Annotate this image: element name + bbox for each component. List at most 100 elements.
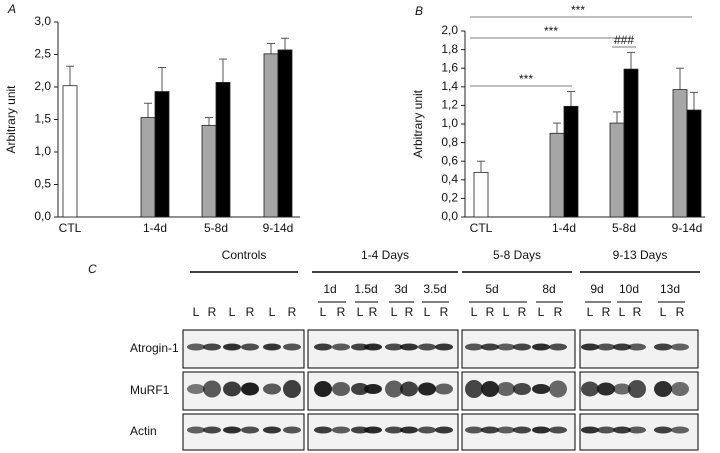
band	[671, 343, 689, 351]
band	[364, 384, 382, 394]
band	[597, 382, 615, 396]
band	[532, 343, 550, 351]
y-tick-label: 1,5	[34, 112, 51, 126]
y-tick-label: 0,0	[441, 209, 458, 223]
lane-label: R	[602, 305, 611, 319]
band	[481, 343, 499, 351]
band	[581, 381, 599, 397]
band	[283, 426, 301, 434]
y-tick-label: 2,5	[34, 47, 51, 61]
band	[549, 343, 567, 351]
band	[314, 381, 332, 397]
band	[628, 343, 646, 351]
lane-label: R	[288, 305, 297, 319]
band	[332, 382, 350, 396]
band	[532, 384, 550, 394]
band	[418, 382, 436, 396]
band	[223, 426, 241, 434]
lane-label: R	[554, 305, 563, 319]
x-tick-label: 9-14d	[672, 221, 703, 235]
y-tick-label: 0,4	[441, 172, 458, 186]
x-tick-label: 5-8d	[204, 221, 228, 235]
bar	[263, 53, 279, 218]
row-label: Actin	[130, 424, 157, 438]
band	[223, 343, 241, 351]
band	[435, 383, 453, 395]
band	[435, 343, 453, 351]
x-tick-label: CTL	[470, 221, 493, 235]
band	[581, 426, 599, 434]
band	[400, 343, 418, 351]
band	[613, 426, 631, 434]
band	[549, 426, 567, 434]
day-label: 1.5d	[354, 282, 377, 296]
band	[613, 383, 631, 395]
band	[497, 343, 515, 351]
y-tick-label: 2,0	[34, 79, 51, 93]
lane-label: L	[587, 305, 594, 319]
band	[223, 381, 241, 397]
band	[549, 380, 567, 398]
band	[314, 426, 332, 434]
day-label: 10d	[619, 282, 639, 296]
band	[532, 426, 550, 434]
lane-label: L	[471, 305, 478, 319]
band	[671, 426, 689, 434]
panel-label: A	[7, 2, 16, 16]
row-label: Atrogin-1	[130, 341, 179, 355]
bar	[672, 89, 688, 218]
y-tick-label: 2,0	[441, 23, 458, 37]
lane-label: R	[676, 305, 685, 319]
blot-frame	[307, 413, 459, 451]
panel-label: C	[88, 262, 97, 276]
band	[671, 382, 689, 396]
lane-label: L	[424, 305, 431, 319]
y-tick-label: 0,6	[441, 153, 458, 167]
day-label: 1d	[323, 282, 336, 296]
y-tick-label: 1,4	[441, 79, 458, 93]
band	[263, 383, 281, 395]
blot-frame	[307, 329, 459, 369]
band	[283, 343, 301, 351]
day-label: 8d	[542, 282, 555, 296]
bar	[623, 68, 639, 218]
bar	[563, 105, 579, 218]
lane-label: R	[405, 305, 414, 319]
y-tick-label: 0,0	[34, 209, 51, 223]
band	[187, 384, 205, 394]
y-tick-label: 1,2	[441, 98, 458, 112]
band	[597, 426, 615, 434]
band	[597, 343, 615, 351]
lane-label: R	[518, 305, 527, 319]
band	[241, 382, 259, 396]
band	[332, 426, 350, 434]
band	[241, 343, 259, 351]
band	[263, 426, 281, 434]
band	[400, 426, 418, 434]
band	[497, 382, 515, 396]
annotation: ***	[519, 72, 533, 86]
band	[513, 426, 531, 434]
day-label: 13d	[660, 282, 680, 296]
lane-label: L	[503, 305, 510, 319]
band	[628, 380, 646, 398]
bar	[215, 82, 231, 218]
group-label: 9-13 Days	[613, 248, 668, 262]
band	[385, 343, 403, 351]
band	[187, 343, 205, 351]
y-tick-label: 3,0	[34, 14, 51, 28]
annotation: ***	[544, 24, 558, 38]
bar	[154, 91, 170, 218]
lane-label: L	[619, 305, 626, 319]
x-tick-label: 9-14d	[263, 221, 294, 235]
lane-label: L	[229, 305, 236, 319]
bar	[686, 109, 702, 218]
lane-label: R	[246, 305, 255, 319]
lane-label: R	[337, 305, 346, 319]
band	[385, 426, 403, 434]
bar	[609, 122, 625, 218]
group-label: 5-8 Days	[493, 248, 541, 262]
y-tick-label: 0,8	[441, 135, 458, 149]
band	[435, 426, 453, 434]
annotation: ###	[614, 33, 634, 47]
